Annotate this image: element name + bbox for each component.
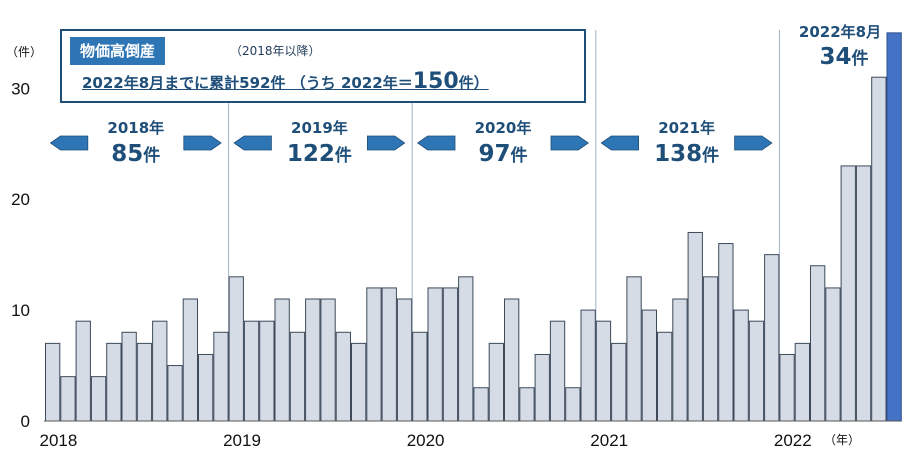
band-arrow-left: [417, 135, 456, 151]
summary-box: 物価高倒産 （2018年以降） 2022年8月までに累計592件 （うち 202…: [60, 29, 586, 103]
bar: [580, 309, 596, 422]
bar: [106, 342, 122, 422]
bar: [672, 298, 688, 422]
bar: [764, 254, 780, 422]
band-arrow-left: [600, 135, 639, 151]
bar: [641, 309, 658, 422]
bar: [687, 231, 703, 422]
bar: [565, 387, 581, 422]
bar: [504, 298, 520, 422]
bar: [305, 298, 321, 422]
summary-suffix: 件）: [458, 74, 489, 92]
y-axis-ticks: 0 10 20 30: [11, 79, 30, 431]
bar: [549, 320, 566, 422]
bars-group: [45, 32, 902, 422]
bar: [167, 365, 183, 422]
category-tag: 物価高倒産: [70, 37, 166, 65]
bar-highlight: [886, 32, 902, 422]
band-year-label: 2018年: [107, 119, 164, 137]
bar: [611, 342, 627, 422]
bar: [427, 287, 443, 422]
bar: [810, 265, 826, 422]
bar: [45, 342, 61, 422]
latest-month-annotation: 2022年8月 34件: [799, 23, 881, 70]
bar: [840, 165, 856, 422]
x-axis-unit: （年）: [824, 433, 860, 447]
highlight-count: 34件: [819, 44, 868, 70]
bar: [473, 387, 489, 422]
band-arrow-left: [233, 135, 272, 151]
bar: [198, 353, 214, 422]
bar: [351, 342, 367, 422]
y-tick-label: 0: [21, 412, 30, 431]
y-tick-label: 20: [11, 190, 30, 209]
bar: [748, 320, 765, 422]
band-year-label: 2020年: [475, 119, 532, 137]
bar: [274, 298, 290, 422]
bar: [366, 287, 382, 422]
bar: [626, 276, 642, 422]
bar: [213, 331, 229, 422]
cumulative-summary: 2022年8月までに累計592件 （うち 2022年＝150件）: [82, 69, 489, 94]
bar: [335, 331, 352, 422]
bar: [90, 376, 107, 422]
bar: [794, 342, 811, 422]
y-tick-label: 10: [11, 301, 30, 320]
summary-prefix: 2022年8月までに累計592件 （うち 2022年＝: [82, 74, 413, 92]
year-total-annotations: 2018年 85件 2019年 122件 2020年 97件 2021年 138件: [49, 119, 773, 167]
x-tick-label: 2018: [40, 431, 78, 450]
highlight-label: 2022年8月: [799, 23, 881, 41]
bar: [458, 276, 474, 422]
bar: [718, 243, 734, 422]
bar: [289, 331, 306, 422]
band-count: 97件: [478, 141, 527, 167]
bar: [243, 320, 260, 422]
band-count: 138件: [654, 141, 719, 167]
band-year-label: 2021年: [658, 119, 715, 137]
band-arrow-left: [49, 135, 89, 151]
band-arrow-right: [366, 135, 406, 151]
x-tick-label: 2022: [774, 431, 812, 450]
bar: [657, 331, 673, 422]
bar: [396, 298, 413, 422]
bar: [182, 298, 198, 422]
period-note: （2018年以降）: [230, 44, 321, 58]
bar: [534, 353, 550, 422]
bar: [702, 276, 719, 422]
bar: [60, 376, 76, 422]
y-tick-label: 30: [11, 79, 30, 98]
band-arrow-right: [183, 135, 222, 151]
bar: [733, 309, 749, 422]
bar: [381, 287, 397, 422]
y-axis-unit: （件）: [6, 45, 42, 59]
x-tick-label: 2019: [223, 431, 261, 450]
band-count: 122件: [287, 141, 352, 167]
bar: [779, 353, 795, 422]
bar: [519, 387, 535, 422]
bar: [259, 320, 275, 422]
bar: [855, 165, 872, 422]
x-axis-year-labels: 2018 2019 2020 2021 2022: [40, 431, 812, 450]
bar: [228, 276, 244, 422]
bar: [412, 331, 428, 422]
bar: [136, 342, 153, 422]
band-count: 85件: [111, 141, 160, 167]
bar: [121, 331, 137, 422]
x-tick-label: 2020: [407, 431, 445, 450]
bar: [825, 287, 841, 422]
bar: [152, 320, 168, 422]
bar: [871, 76, 887, 422]
bar: [442, 287, 459, 422]
bar: [595, 320, 612, 422]
bar: [75, 320, 91, 422]
x-tick-label: 2021: [590, 431, 628, 450]
band-year-label: 2019年: [291, 119, 348, 137]
bar: [320, 298, 336, 422]
band-arrow-right: [734, 135, 773, 151]
band-arrow-right: [550, 135, 589, 151]
bar: [488, 342, 505, 422]
summary-2022-count: 150: [412, 69, 459, 94]
